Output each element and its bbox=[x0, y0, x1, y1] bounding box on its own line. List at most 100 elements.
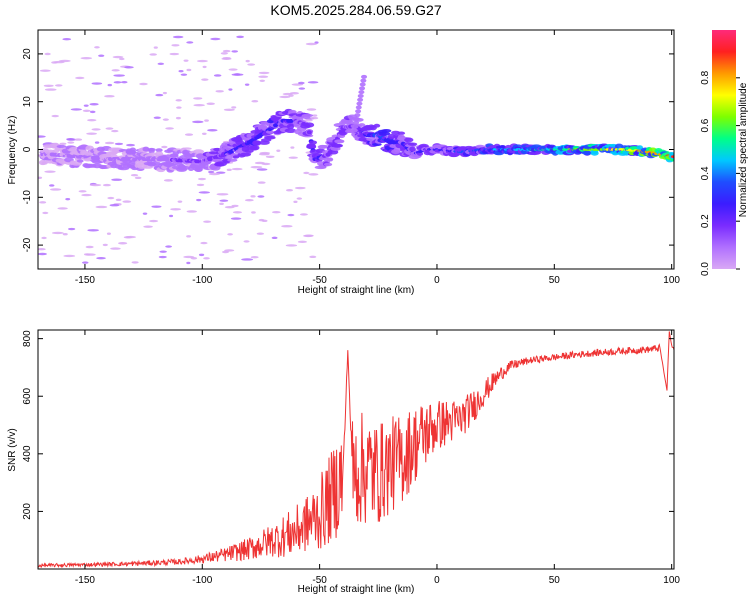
spectrogram-cell bbox=[359, 82, 366, 87]
spectrogram-cell bbox=[126, 143, 135, 147]
spectrogram-cell bbox=[80, 56, 93, 60]
spectrogram-cell bbox=[122, 200, 132, 203]
spectrogram-cell bbox=[360, 78, 367, 83]
spectrogram-cell bbox=[216, 193, 229, 196]
spectrogram-cell bbox=[357, 93, 364, 98]
spectrogram-cell bbox=[91, 128, 101, 131]
spectrogram-cell bbox=[38, 248, 46, 251]
spectrogram-cell bbox=[223, 108, 235, 111]
x-tick-label: -100 bbox=[192, 275, 212, 286]
spectrogram-cell bbox=[62, 38, 72, 41]
spectrogram-cell bbox=[323, 162, 333, 167]
spectrogram-cell bbox=[208, 170, 215, 174]
snr-line bbox=[38, 331, 674, 569]
spectrogram-cell bbox=[303, 171, 310, 175]
spectrogram-cell bbox=[285, 244, 298, 247]
spectrogram-cell bbox=[165, 127, 174, 130]
spectrogram-cell bbox=[372, 142, 382, 147]
spectrogram-cell bbox=[142, 146, 150, 152]
spectrogram-cell bbox=[59, 142, 67, 145]
spectrogram-cell bbox=[271, 236, 278, 240]
spectrogram-cell bbox=[298, 81, 305, 85]
colorbar-tick-label: 0.2 bbox=[700, 214, 711, 228]
spectrogram-cell bbox=[44, 170, 56, 173]
spectrogram-cell bbox=[210, 37, 221, 41]
spectrogram-cell bbox=[134, 176, 142, 180]
y-tick-label: 400 bbox=[22, 445, 33, 462]
y-tick-label: 0 bbox=[22, 146, 33, 152]
spectrogram-cell bbox=[204, 119, 209, 122]
spectrogram-cell bbox=[149, 161, 161, 166]
spectrogram-cell bbox=[186, 261, 191, 265]
spectrogram-cell bbox=[118, 57, 125, 61]
spectrogram-cell bbox=[196, 59, 208, 63]
spectrogram-cell bbox=[50, 188, 62, 191]
spectrogram-cell bbox=[366, 137, 377, 142]
x-tick-label: -50 bbox=[312, 275, 327, 286]
spectrogram-cell bbox=[219, 199, 229, 202]
spectrogram-cell bbox=[355, 105, 362, 110]
spectrogram-cell bbox=[171, 44, 180, 47]
x-tick-label: -100 bbox=[192, 575, 212, 586]
spectrogram-cell bbox=[231, 50, 238, 53]
y-tick-label: 20 bbox=[22, 48, 33, 60]
y-tick-label: -10 bbox=[22, 190, 33, 205]
x-tick-label: -150 bbox=[75, 575, 95, 586]
spectrogram-cell bbox=[227, 233, 233, 236]
x-tick-label: 0 bbox=[434, 575, 440, 586]
spectrogram-cell bbox=[265, 130, 274, 134]
spectrogram-cell bbox=[53, 60, 65, 64]
spectrogram-cell bbox=[38, 135, 46, 138]
spectrogram-cell bbox=[159, 250, 167, 253]
spectrogram-cell bbox=[208, 172, 220, 176]
spectrogram-cell bbox=[83, 104, 89, 107]
spectrogram-cell bbox=[226, 168, 232, 172]
spectrogram-cell bbox=[227, 158, 238, 162]
spectrogram-cell bbox=[256, 168, 268, 171]
spectrogram-cell bbox=[83, 253, 91, 256]
spectrogram-cell bbox=[190, 257, 198, 260]
spectrogram-cell bbox=[106, 232, 111, 235]
spectrogram-cell bbox=[250, 145, 260, 151]
spectrogram-cell bbox=[393, 146, 402, 153]
spectrogram-cell bbox=[124, 66, 134, 69]
spectrogram-cell bbox=[294, 186, 306, 190]
spectrogram-cell bbox=[55, 84, 63, 87]
spectrogram-cell bbox=[241, 258, 254, 261]
spectrogram-cell bbox=[109, 204, 120, 207]
spectrogram-cell bbox=[76, 159, 84, 163]
spectrogram-cell bbox=[347, 119, 354, 126]
spectrogram-cell bbox=[397, 131, 406, 135]
spectrogram-cell bbox=[261, 219, 268, 223]
colorbar-tick-label: 0.0 bbox=[700, 262, 711, 276]
spectrogram-cell bbox=[39, 69, 51, 72]
spectrogram-cell bbox=[232, 211, 242, 214]
spectrogram-cell bbox=[198, 253, 205, 257]
spectrogram-cell bbox=[194, 167, 203, 172]
spectrogram-cell bbox=[43, 84, 54, 87]
spectrogram-cell bbox=[102, 183, 111, 187]
spectrogram-cell bbox=[281, 225, 293, 228]
spectrogram-cell bbox=[130, 173, 139, 177]
spectrogram-cell bbox=[299, 213, 308, 216]
spectrogram-cell bbox=[184, 133, 194, 136]
colorbar: 0.0 0.2 0.4 0.6 0.8 Normalized spectral ampl… bbox=[700, 30, 749, 276]
spectrogram-cell bbox=[125, 235, 136, 239]
spectrogram-cell bbox=[196, 183, 205, 187]
spectrogram-cell bbox=[636, 145, 643, 150]
spectrogram-cell bbox=[232, 155, 240, 159]
spectrogram-cell bbox=[351, 128, 358, 133]
spectrogram-ylabel: Frequency (Hz) bbox=[7, 116, 18, 185]
spectrogram-cell bbox=[353, 120, 360, 125]
colorbar-tick-label: 0.6 bbox=[700, 118, 711, 132]
spectrogram-cell bbox=[186, 235, 192, 238]
spectrogram-cell bbox=[161, 145, 168, 149]
spectrogram-cell bbox=[41, 161, 48, 165]
spectrogram-cell bbox=[68, 227, 76, 231]
spectrogram-cell bbox=[51, 231, 64, 235]
spectrogram-cell bbox=[215, 90, 224, 93]
spectrogram-cell bbox=[416, 151, 424, 156]
spectrogram-cell bbox=[118, 242, 128, 245]
spectrogram-cell bbox=[231, 106, 237, 109]
